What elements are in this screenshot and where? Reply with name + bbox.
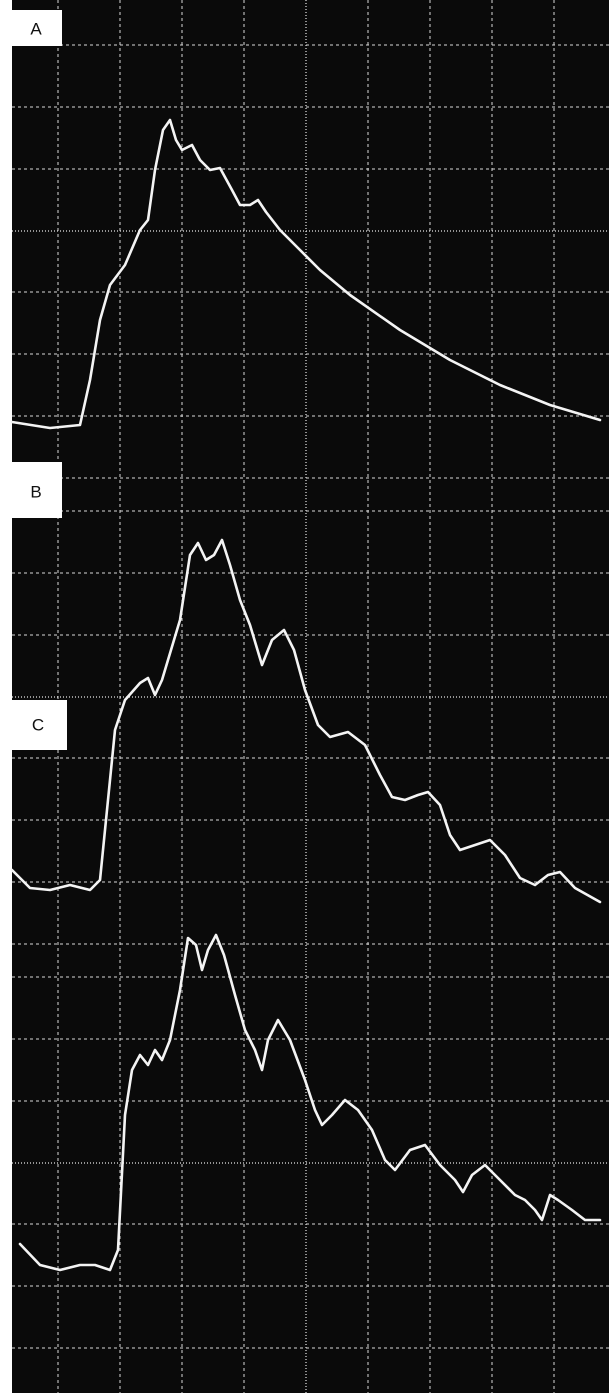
oscilloscope-figure: A B C <box>0 0 609 1393</box>
panel-label: B <box>30 482 41 501</box>
panel-label: C <box>32 715 44 734</box>
panel-label: A <box>30 19 42 38</box>
